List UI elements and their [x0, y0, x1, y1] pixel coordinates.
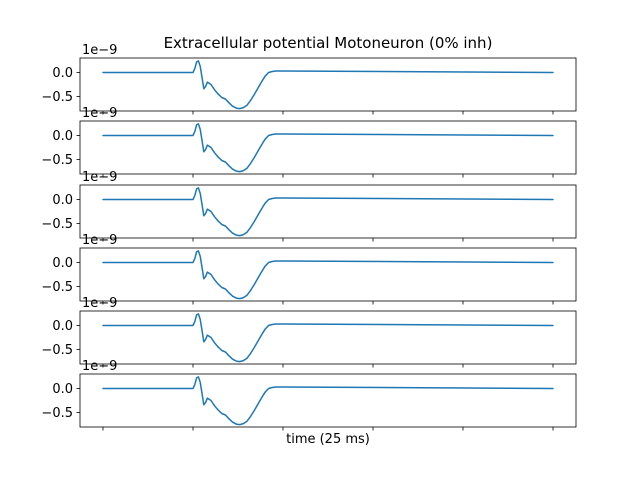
potential-trace	[102, 250, 554, 300]
y-tick-label: −0.5	[41, 90, 73, 105]
potential-trace	[102, 123, 554, 173]
axes-frame	[79, 373, 577, 428]
y-tick-label: −0.5	[41, 280, 73, 295]
axes-frame	[79, 57, 577, 112]
potential-trace	[102, 376, 554, 426]
axes-frame	[79, 247, 577, 302]
potential-trace	[102, 60, 554, 110]
potential-trace	[102, 187, 554, 237]
y-offset-label: 1e−9	[82, 43, 117, 58]
potential-trace	[102, 313, 554, 363]
y-offset-label: 1e−9	[82, 106, 117, 121]
y-offset-label: 1e−9	[82, 359, 117, 374]
subplot-4: 0.0 −0.5 1e−9	[41, 233, 577, 305]
y-tick-label: 0.0	[52, 382, 73, 397]
y-tick-label: 0.0	[52, 319, 73, 334]
subplot-2: 0.0 −0.5 1e−9	[41, 106, 577, 178]
axes-frame	[79, 184, 577, 239]
y-tick-label: 0.0	[52, 66, 73, 81]
y-tick-label: −0.5	[41, 217, 73, 232]
x-axis-label: time (25 ms)	[286, 432, 370, 447]
y-tick-label: 0.0	[52, 193, 73, 208]
subplot-6: 0.0 −0.5 1e−9	[41, 359, 577, 431]
subplot-5: 0.0 −0.5 1e−9	[41, 296, 577, 368]
y-offset-label: 1e−9	[82, 170, 117, 185]
y-tick-label: 0.0	[52, 256, 73, 271]
chart-title: Extracellular potential Motoneuron (0% i…	[164, 34, 493, 52]
subplot-stack: 0.0 −0.5 1e−9 0.0 −0.5 1e−9 0.0 −0.5 1e−9 0.0 −0.5…	[41, 43, 577, 431]
y-tick-label: −0.5	[41, 153, 73, 168]
y-tick-label: 0.0	[52, 129, 73, 144]
y-tick-label: −0.5	[41, 343, 73, 358]
subplot-3: 0.0 −0.5 1e−9	[41, 170, 577, 242]
axes-frame	[79, 310, 577, 365]
y-offset-label: 1e−9	[82, 233, 117, 248]
y-tick-label: −0.5	[41, 406, 73, 421]
subplot-1: 0.0 −0.5 1e−9	[41, 43, 577, 115]
y-offset-label: 1e−9	[82, 296, 117, 311]
axes-frame	[79, 120, 577, 175]
